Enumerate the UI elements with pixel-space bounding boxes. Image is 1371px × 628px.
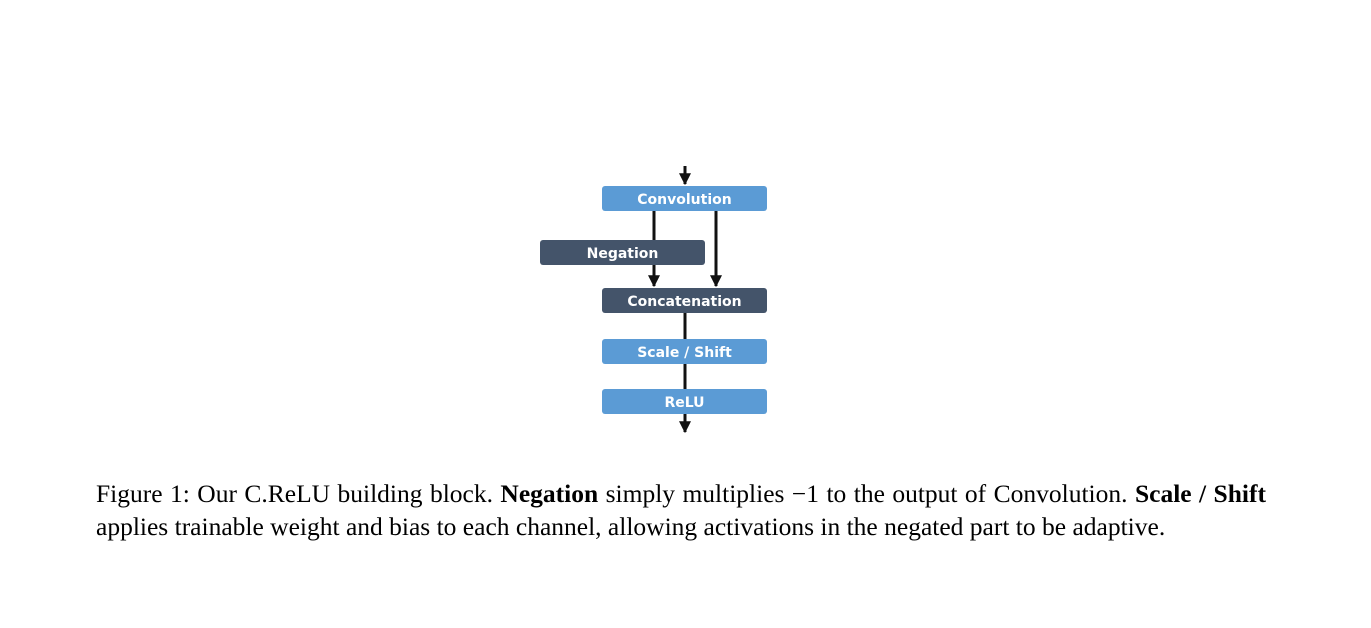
caption-prefix: Figure 1: Our C.ReLU building block. [96,479,501,508]
caption-scale-term: Scale / Shift [1134,479,1266,508]
figure-caption: Figure 1: Our C.ReLU building block. Neg… [96,478,1266,543]
caption-negation-term: Negation [500,479,599,508]
convolution-label: Convolution [637,192,731,208]
relu-block: ReLU [602,389,767,414]
scale-shift-block: Scale / Shift [602,339,767,364]
concatenation-block: Concatenation [602,288,767,313]
caption-part1: simply multiplies −1 to the output of Co… [598,479,1135,508]
caption-part2: applies trainable weight and bias to eac… [96,511,1166,541]
relu-label: ReLU [664,395,704,411]
negation-label: Negation [587,246,659,262]
negation-block: Negation [540,240,705,265]
concatenation-label: Concatenation [627,294,741,310]
convolution-block: Convolution [602,186,767,211]
scale-shift-label: Scale / Shift [637,345,732,361]
crelu-diagram: Convolution Negation Concatenation Scale… [540,166,767,434]
